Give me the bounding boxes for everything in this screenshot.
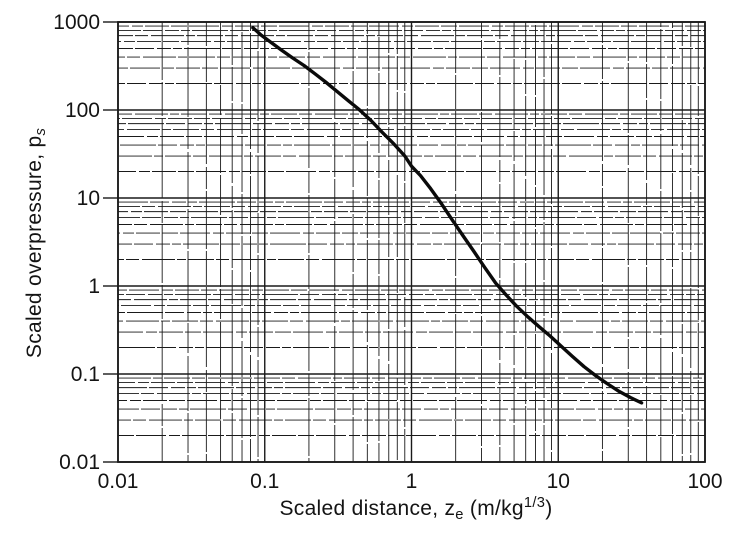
- x-tick-label: 0.1: [250, 470, 279, 493]
- y-axis-title-part: Scaled overpressure, p: [22, 135, 46, 359]
- plot-frame: [117, 21, 706, 463]
- x-axis-title-part: ): [545, 496, 553, 520]
- x-axis-title-part: e: [455, 507, 464, 524]
- y-tick-label: 1000: [53, 11, 100, 34]
- y-tick-label: 1: [88, 275, 100, 298]
- y-tick-label: 100: [65, 99, 100, 122]
- x-tick-label: 0.01: [98, 470, 139, 493]
- x-axis-title-part: 1/3: [523, 494, 546, 511]
- y-axis-title: Scaled overpressure, ps: [23, 128, 49, 358]
- x-axis-title: Scaled distance, ze (m/kg1/3): [279, 495, 552, 523]
- y-tick-label: 10: [77, 187, 100, 210]
- x-axis-title-part: Scaled distance, z: [279, 496, 456, 520]
- x-tick-label: 1: [406, 470, 418, 493]
- x-tick-label: 100: [687, 470, 722, 493]
- y-axis-title-part: s: [33, 127, 50, 136]
- overpressure-curve: [251, 26, 644, 405]
- x-axis-title-part: (m/kg: [463, 496, 524, 520]
- y-tick-label: 0.01: [59, 451, 100, 474]
- x-tick-label: 10: [547, 470, 570, 493]
- y-tick-label: 0.1: [71, 363, 100, 386]
